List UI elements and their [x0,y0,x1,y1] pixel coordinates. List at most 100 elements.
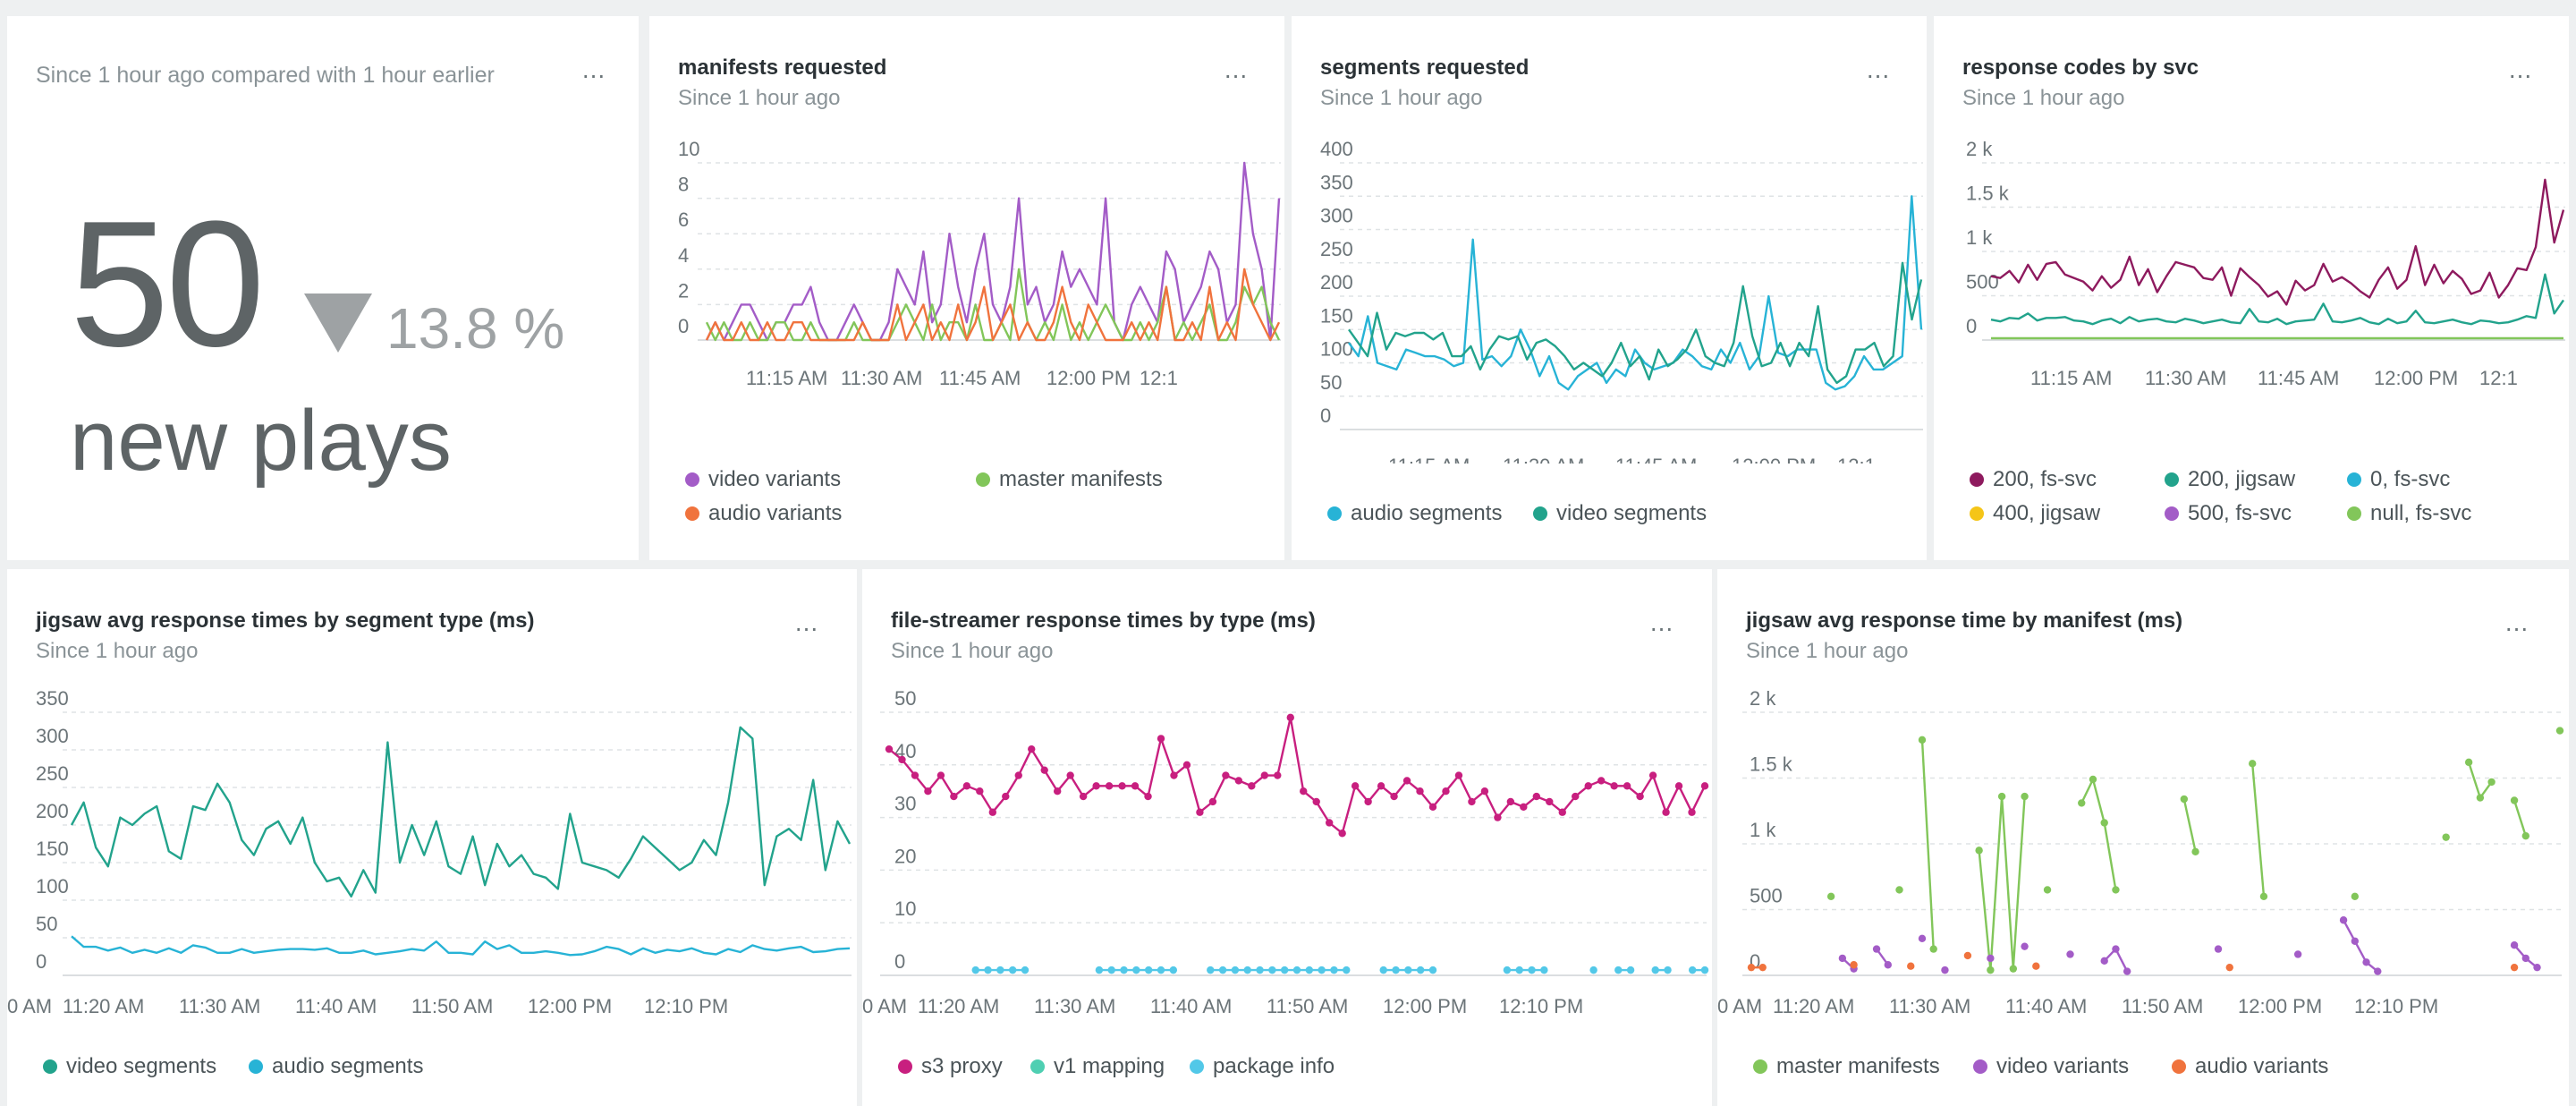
legend-item[interactable]: 200, jigsaw [2165,467,2295,492]
panel-subtitle: Since 1 hour ago [678,86,841,110]
legend-item[interactable]: video variants [685,467,841,492]
legend-label: audio variants [708,501,843,525]
series-video-variants[interactable] [1838,916,2541,975]
legend-item[interactable]: audio segments [249,1054,423,1079]
legend-label: video variants [708,467,842,491]
data-point [1144,792,1152,801]
data-point [1157,966,1165,974]
x-tick-label: 11:15 AM [746,367,827,389]
legend-item[interactable]: s3 proxy [898,1054,1003,1079]
data-point [1589,966,1597,974]
panel-menu-button[interactable]: ... [1866,55,1891,83]
panel-menu-button[interactable]: ... [2504,608,2529,636]
legend-item[interactable]: package info [1190,1054,1335,1079]
data-point [1351,782,1360,790]
legend-item[interactable]: video segments [43,1054,216,1079]
series-video-segments[interactable] [1348,261,1923,385]
data-point [971,966,979,974]
legend-label: 200, fs-svc [1993,467,2097,491]
series-audio-segments[interactable] [1348,195,1923,391]
data-point [1231,966,1240,974]
legend-dot-icon [2165,472,2179,487]
series-video-segments[interactable] [70,726,852,898]
data-point [996,966,1004,974]
data-point [1008,966,1017,974]
data-point [1826,892,1835,900]
legend-item[interactable]: 400, jigsaw [1970,501,2100,526]
legend-item[interactable]: audio variants [685,501,842,526]
data-point [2259,892,2268,900]
x-tick-label: 11:20 AM [918,995,999,1017]
data-point [1014,771,1022,779]
data-point [1428,803,1437,812]
legend-label: audio segments [272,1054,424,1078]
data-point [898,755,906,764]
x-tick-label: 12:00 PM [528,995,612,1017]
legend-item[interactable]: 200, fs-svc [1970,467,2097,492]
y-tick-label: 0 [1966,315,1977,337]
x-tick-label: 12:1 [1837,455,1876,464]
billboard-menu-button[interactable]: ... [581,55,606,83]
x-tick-label: 11:20 AM [63,995,144,1017]
legend-item[interactable]: master manifests [976,467,1163,492]
data-point [2021,942,2029,950]
y-tick-label: 100 [36,875,69,898]
legend-item[interactable]: video segments [1533,501,1707,526]
series-line [1990,273,2564,326]
series-s3-proxy[interactable] [885,713,1709,838]
data-point [1918,736,1927,744]
series-audio-segments[interactable] [71,935,851,957]
legend-label: 400, jigsaw [1993,501,2101,525]
y-tick-label: 20 [894,845,916,867]
series-200-jigsaw[interactable] [1990,273,2564,326]
series-package-info[interactable] [971,966,1709,974]
series-audio-variants[interactable] [705,268,1281,342]
data-point [1305,966,1314,974]
panel-title: file-streamer response times by type (ms… [891,608,1316,633]
panel-codes: response codes by svc Since 1 hour ago .… [1934,16,2569,560]
panel-menu-button[interactable]: ... [2508,55,2533,83]
legend-item[interactable]: 0, fs-svc [2347,467,2450,492]
data-point [1392,966,1400,974]
panel-menu-button[interactable]: ... [1649,608,1674,636]
data-point [1021,966,1030,974]
y-tick-label: 10 [894,898,916,920]
data-point [1218,966,1227,974]
y-tick-label: 0 [36,950,47,973]
data-point [1280,966,1289,974]
legend-item[interactable]: audio variants [2172,1054,2328,1079]
legend-item[interactable]: video variants [1973,1054,2129,1079]
data-point [924,787,932,795]
series-audio-variants[interactable] [1747,951,2519,972]
data-point [1120,966,1128,974]
y-tick-label: 50 [36,913,57,935]
series-line [1920,739,1935,949]
series-master-manifests[interactable] [1826,727,2564,974]
legend-label: video variants [1996,1054,2130,1078]
legend-item[interactable]: audio segments [1327,501,1502,526]
series-line [705,268,1281,342]
legend-item[interactable]: master manifests [1753,1054,1940,1079]
x-tick-label: 11:40 AM [1150,995,1232,1017]
data-point [1747,963,1756,972]
data-point [2351,937,2360,945]
panel-subtitle: Since 1 hour ago [1746,639,1909,663]
data-point [2043,886,2052,894]
series-video-variants[interactable] [705,161,1281,342]
legend-item[interactable]: v1 mapping [1030,1054,1165,1079]
data-point [1364,797,1372,806]
legend-item[interactable]: null, fs-svc [2347,501,2471,526]
x-tick-label: 12:10 PM [1499,995,1583,1017]
legend-dot-icon [1973,1059,1987,1074]
billboard-panel: Since 1 hour ago compared with 1 hour ea… [7,16,639,560]
legend-label: master manifests [999,467,1163,491]
x-tick-label: 11:50 AM [1267,995,1348,1017]
legend-label: package info [1213,1054,1335,1078]
data-point [2123,967,2131,975]
legend-item[interactable]: 500, fs-svc [2165,501,2292,526]
x-tick-label: 11:30 AM [1503,455,1584,464]
panel-menu-button[interactable]: ... [1224,55,1249,83]
x-tick-label: 11:30 AM [1034,995,1115,1017]
panel-menu-button[interactable]: ... [794,608,819,636]
series-200-fs-svc[interactable] [1990,178,2565,306]
